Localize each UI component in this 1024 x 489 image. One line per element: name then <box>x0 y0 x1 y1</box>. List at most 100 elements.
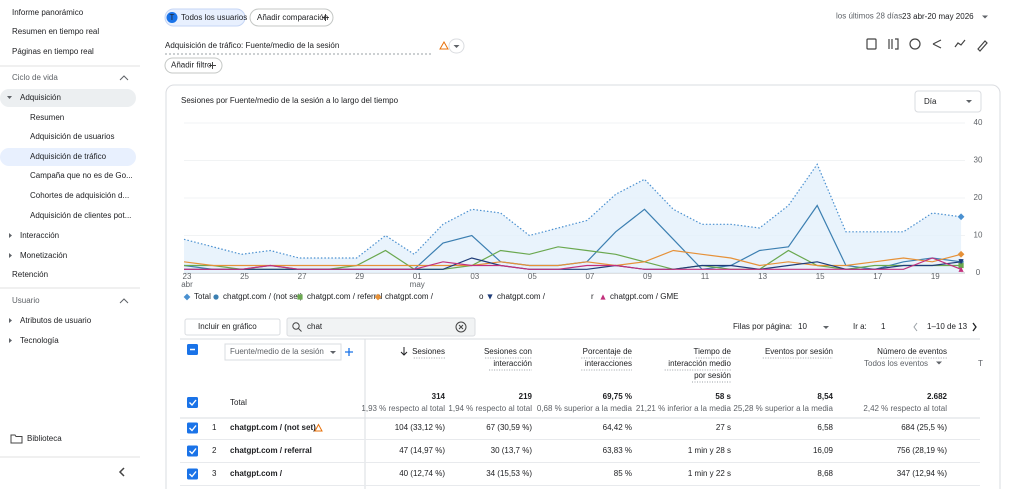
x-tick-label: 19 <box>931 272 940 281</box>
nav-item[interactable]: Tecnología <box>20 336 59 345</box>
collapse-nav[interactable] <box>118 467 125 477</box>
x-tick-sublabel: may <box>410 280 425 289</box>
interval[interactable]: Día <box>924 97 937 106</box>
x-tick-label: 17 <box>873 272 882 281</box>
dropdown-icon[interactable] <box>982 15 988 19</box>
x-tick-label: 15 <box>816 272 825 281</box>
total-label: Total <box>230 398 247 407</box>
legend-item[interactable]: Total <box>194 292 211 301</box>
row-name[interactable]: chatgpt.com / referral <box>230 446 312 455</box>
total-value: 69,75 % <box>603 392 632 401</box>
total-value: 2.682 <box>927 392 948 401</box>
legend-item[interactable]: chatgpt.com / referral <box>307 292 383 301</box>
interval-select[interactable] <box>914 90 982 113</box>
next-page[interactable] <box>972 322 977 332</box>
goto-value[interactable]: 1 <box>881 322 886 331</box>
event-filter[interactable]: Todos los eventos <box>864 359 928 368</box>
dropdown-icon[interactable] <box>936 361 942 365</box>
nav-item[interactable]: Retención <box>12 270 48 279</box>
total-note: 25,28 % superior a la media <box>733 404 833 413</box>
nav-item[interactable]: Biblioteca <box>27 434 62 443</box>
column-header[interactable]: Eventos por sesión <box>765 347 833 356</box>
search-text[interactable]: chat <box>307 322 323 331</box>
nav-item[interactable]: Adquisición de tráfico <box>30 152 107 161</box>
column-header[interactable]: Sesiones con <box>484 347 532 356</box>
sort-icon <box>400 347 408 356</box>
column-header: T <box>978 359 983 368</box>
row-value: 1 min y 22 s <box>688 469 731 478</box>
avatar-letter: T <box>170 13 175 22</box>
nav-item[interactable]: Atributos de usuario <box>20 316 92 325</box>
nav-item[interactable]: Resumen <box>30 113 64 122</box>
chevron[interactable] <box>119 75 129 304</box>
row-value: 34 (15,53 %) <box>486 469 532 478</box>
rows-label: Filas por página: <box>733 322 792 331</box>
nav-section[interactable]: Ciclo de vida <box>12 73 58 82</box>
rows-value[interactable]: 10 <box>798 322 807 331</box>
include-in-chart[interactable]: Incluir en gráfico <box>198 322 257 331</box>
dimension[interactable]: Fuente/medio de la sesión <box>230 347 324 356</box>
nav-item[interactable]: Monetización <box>20 251 67 260</box>
marker <box>957 250 965 258</box>
column-header[interactable]: Tiempo de <box>694 347 732 356</box>
clear-icon[interactable] <box>455 321 467 333</box>
column-header[interactable]: Sesiones <box>412 347 445 356</box>
row-value: 8,68 <box>817 469 833 478</box>
total-value: 58 s <box>715 392 731 401</box>
nav-item[interactable]: Informe panorámico <box>12 8 84 17</box>
legend-item[interactable]: chatgpt.com / <box>497 292 546 301</box>
nav-item[interactable]: Interacción <box>20 231 59 240</box>
checkbox[interactable] <box>187 422 198 434</box>
y-tick-label: 30 <box>974 156 983 165</box>
row-name[interactable]: chatgpt.com / (not set) <box>230 423 316 432</box>
row-name[interactable]: chatgpt.com / <box>230 469 283 478</box>
legend-item[interactable]: chatgpt.com / GME <box>610 292 678 301</box>
legend-item[interactable]: chatgpt.com / <box>385 292 434 301</box>
checkbox[interactable] <box>187 397 198 408</box>
total-value: 8,54 <box>817 392 833 401</box>
expand-icon <box>7 96 12 99</box>
checkbox[interactable] <box>187 468 198 480</box>
y-tick-label: 10 <box>974 231 983 240</box>
nav-item[interactable]: Campaña que no es de Go... <box>30 171 133 180</box>
filter-chip[interactable] <box>164 57 223 74</box>
dropdown-icon[interactable] <box>823 326 829 329</box>
search-box[interactable] <box>286 317 476 337</box>
nav-item[interactable]: Páginas en tiempo real <box>12 47 94 56</box>
column-header[interactable]: interacciones <box>585 359 632 368</box>
toolbar[interactable] <box>866 38 988 52</box>
nav-item[interactable]: Adquisición de usuarios <box>30 132 115 141</box>
prev-page[interactable] <box>913 322 918 332</box>
column-header[interactable]: Porcentaje de <box>583 347 633 356</box>
nav-item[interactable]: Adquisición de clientes pot... <box>30 211 131 220</box>
column-header[interactable]: por sesión <box>694 371 731 380</box>
row-value: 16,09 <box>813 446 834 455</box>
column-header[interactable]: interacción <box>493 359 532 368</box>
nav-item[interactable]: Cohortes de adquisición d... <box>30 191 129 200</box>
clear-icon <box>458 324 464 330</box>
nav-section[interactable]: Usuario <box>12 296 40 305</box>
row-value: 67 (30,59 %) <box>486 423 532 432</box>
legend-item: r <box>591 292 594 301</box>
dimension-select[interactable] <box>224 343 342 361</box>
total-note: 21,21 % inferior a la media <box>636 404 732 413</box>
plus-icon <box>322 14 329 21</box>
segment: Todos los usuarios <box>181 13 247 22</box>
legend-item[interactable]: chatgpt.com / (not set) <box>223 292 303 301</box>
dropdown-icon <box>453 45 460 48</box>
total-note: 1,93 % respecto al total <box>361 404 445 413</box>
checkbox[interactable] <box>187 445 198 457</box>
x-tick-sublabel: abr <box>181 280 193 289</box>
x-tick-label: 03 <box>470 272 479 281</box>
add-dimension[interactable] <box>345 348 353 356</box>
segment-chip[interactable] <box>164 8 246 27</box>
compare-chip[interactable] <box>249 8 334 27</box>
column-header[interactable]: Número de eventos <box>877 347 947 356</box>
include-button[interactable] <box>184 318 281 336</box>
column-header[interactable]: interacción medio <box>668 359 731 368</box>
date-range[interactable]: 23 abr-20 may 2026 <box>902 12 974 21</box>
nav-item[interactable]: Resumen en tiempo real <box>12 27 99 36</box>
check <box>189 448 197 455</box>
nav-item[interactable]: Adquisición <box>20 93 61 102</box>
